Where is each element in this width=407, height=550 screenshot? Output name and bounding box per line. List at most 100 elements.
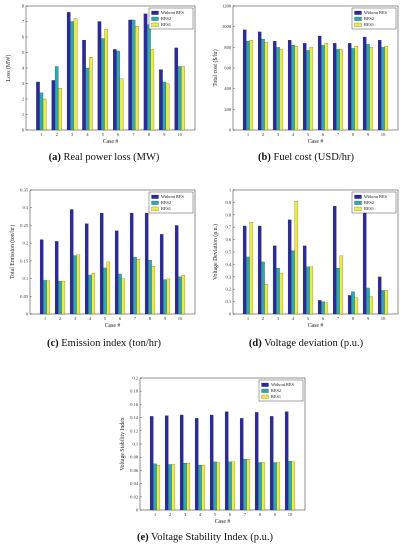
x-tick-label: 1 (154, 512, 157, 517)
x-axis-label: Case # (215, 519, 231, 525)
y-tick-label: 0.05 (20, 294, 29, 299)
y-tick-label: 0 (22, 128, 25, 133)
legend-swatch (151, 200, 159, 205)
bar (257, 31, 262, 131)
bar (377, 276, 382, 315)
bar (129, 212, 134, 315)
bar (272, 41, 277, 131)
y-tick-label: 0.16 (130, 402, 139, 407)
y-tick-label: 0.2 (132, 376, 138, 381)
bar (162, 81, 167, 131)
y-tick-label: 0.3 (225, 274, 231, 279)
bar (384, 46, 389, 131)
bar (306, 50, 310, 131)
bar (148, 260, 152, 315)
bar (194, 418, 199, 511)
bar (128, 19, 132, 131)
bar (347, 295, 352, 315)
bar (309, 47, 314, 131)
legend-label: RES2 (161, 16, 171, 21)
y-tick-label: 7 (22, 19, 25, 24)
bar (135, 26, 139, 131)
bar (381, 47, 385, 131)
x-tick-label: 10 (288, 512, 293, 517)
bar (279, 272, 284, 315)
bar (366, 287, 370, 315)
y-tick-label: 0.12 (130, 428, 139, 433)
bar (276, 268, 280, 315)
bar (54, 66, 59, 131)
legend-swatch (151, 10, 159, 15)
bar (163, 279, 167, 315)
bar (70, 21, 74, 131)
x-tick-label: 9 (274, 512, 277, 517)
bar (149, 416, 154, 511)
bar (174, 225, 179, 315)
y-tick-label: 0.7 (225, 225, 231, 230)
x-tick-label: 9 (163, 132, 166, 137)
legend-label: Without RES (271, 382, 294, 387)
y-tick-label: 0.25 (20, 223, 29, 228)
x-tick-label: 2 (262, 132, 265, 137)
bar (46, 280, 51, 315)
plot-frame (29, 189, 196, 315)
bar (261, 261, 265, 315)
bar (178, 276, 182, 315)
caption-c-letter: (c) (46, 338, 59, 349)
bar (291, 461, 296, 511)
bar (246, 41, 250, 131)
bar (39, 239, 44, 315)
bar (284, 411, 289, 511)
bar (309, 266, 314, 315)
x-tick-label: 3 (277, 132, 280, 137)
bar (294, 46, 299, 131)
legend-swatch (151, 22, 159, 27)
caption-c: (c) Emission index (ton/hr) (4, 338, 204, 349)
legend-box (148, 191, 194, 214)
bar (269, 416, 274, 511)
x-tick-label: 8 (259, 512, 262, 517)
caption-b-letter: (b) (258, 152, 271, 163)
legend-swatch (261, 388, 269, 393)
bar (147, 24, 151, 131)
bar (258, 462, 262, 511)
bar (332, 43, 337, 131)
bar (198, 465, 202, 511)
y-tick-label: 0.2 (225, 287, 231, 292)
x-tick-label: 2 (59, 316, 62, 321)
bar (339, 255, 344, 315)
bar (143, 13, 148, 131)
legend-label: Without RES (161, 194, 184, 199)
chart-panel-a: 0 1 2 3 4 5 6 7 8 1 2 3 4 5 6 7 8 9 10 Case # Loss (MW) Witho… (0, 0, 200, 150)
bar (332, 206, 337, 315)
legend-swatch (151, 206, 159, 211)
x-tick-label: 1 (247, 132, 250, 137)
bar (354, 46, 359, 131)
x-tick-label: 5 (307, 132, 310, 137)
caption-e: (e) Voltage Stability Index (p.u.) (105, 532, 305, 543)
bar (91, 273, 96, 315)
legend-swatch (354, 200, 362, 205)
x-tick-label: 2 (262, 316, 265, 321)
bar (369, 47, 374, 131)
y-tick-label: 0.6 (225, 237, 231, 242)
bar (43, 280, 47, 315)
bar (168, 464, 172, 511)
x-tick-label: 8 (352, 316, 355, 321)
bar (351, 48, 355, 131)
bar (261, 462, 266, 511)
bar (159, 234, 164, 315)
bar (99, 212, 104, 315)
bar (246, 459, 251, 511)
bar (151, 266, 156, 315)
x-tick-label: 9 (367, 132, 370, 137)
y-tick-label: 200 (224, 107, 232, 112)
x-tick-label: 6 (322, 316, 325, 321)
x-tick-label: 4 (86, 132, 89, 137)
y-tick-label: 6 (22, 35, 25, 40)
bar (242, 29, 247, 131)
bar (84, 223, 89, 315)
bar (366, 44, 370, 131)
x-tick-label: 10 (381, 316, 386, 321)
x-tick-label: 6 (117, 132, 120, 137)
